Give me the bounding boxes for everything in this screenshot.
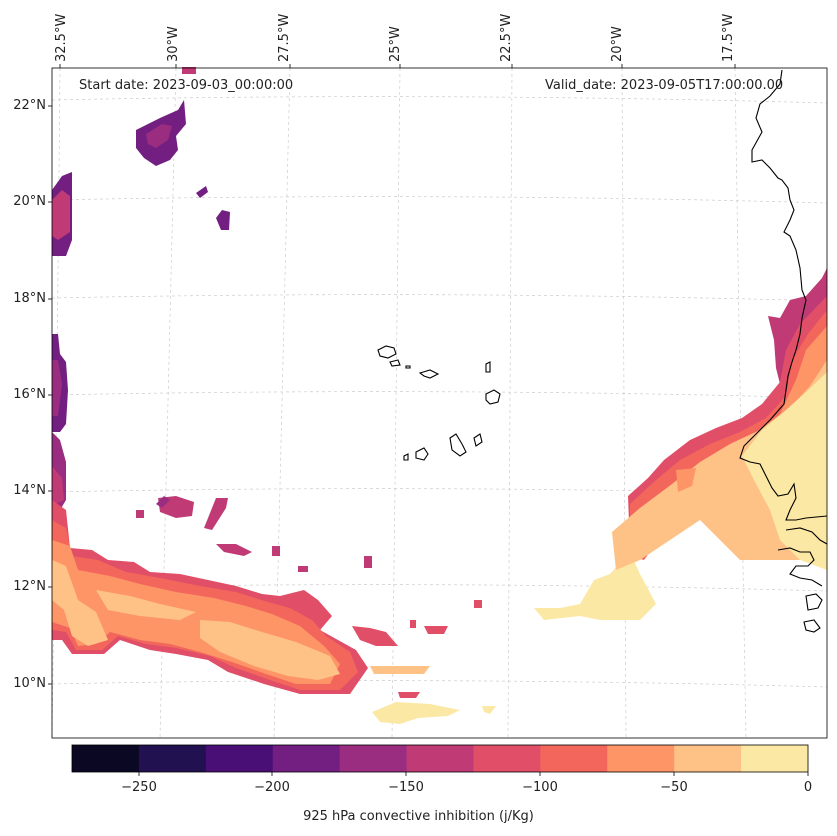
cin-contours [52,67,827,724]
island-boa-vista [485,389,501,405]
valid-date-label: Valid_date: 2023-09-05T17:00:00.00 [545,78,784,93]
lon-label-22-5w: 22.5°W [499,13,514,62]
island-fogo [415,447,429,461]
colorbar-segment [205,745,274,772]
contour-patch [216,544,252,556]
lat-label-18n: 18°N [13,291,46,306]
contour-patch [52,190,70,240]
contour-patch [272,546,280,556]
lon-label-27-5w: 27.5°W [277,13,292,62]
island-sao-nicolau [418,369,440,379]
lon-label-25w: 25°W [388,26,403,62]
colorbar-ticks [138,772,809,776]
lat-label-16n: 16°N [13,387,46,402]
island-maio [473,433,483,447]
contour-patch [52,360,62,416]
colorbar-tick-label: −200 [254,780,290,795]
african-coast-south [777,527,828,633]
colorbar-segment [72,745,140,772]
lon-label-17-5w: 17.5°W [721,13,736,62]
contour-patch [136,510,144,518]
lon-label-32-5w: 32.5°W [54,13,69,62]
lat-label-12n: 12°N [13,579,46,594]
african-coast [739,69,828,521]
contour-patch [398,692,420,698]
colorbar [72,745,809,772]
island-santo-antao [377,345,397,359]
contour-patch [742,372,827,570]
contour-patch [52,560,108,646]
coastlines [377,69,828,633]
colorbar-segment [272,745,341,772]
contour-patch [52,466,64,506]
map-frame [51,67,828,739]
colorbar-label: 925 hPa convective inhibition (j/Kg) [303,809,534,824]
contour-patch [370,666,430,674]
island-santa-luzia [405,365,411,369]
contour-patch [364,556,372,568]
colorbar-segment [406,745,474,772]
lat-label-22n: 22°N [13,98,46,113]
contour-patch [200,620,340,680]
lon-label-20w: 20°W [610,26,625,62]
colorbar-frame [71,744,809,773]
lat-label-10n: 10°N [13,676,46,691]
contour-patch [352,626,398,646]
lat-ticks [48,105,52,685]
island-sal [485,361,491,373]
colorbar-segment [607,745,675,772]
colorbar-segment [741,745,809,772]
contour-patch [410,620,416,628]
colorbar-segment [339,745,408,772]
contour-patch [298,566,308,572]
start-date-label: Start date: 2023-09-03_00:00:00 [79,78,294,93]
island-sao-vicente [389,359,401,367]
colorbar-tick-label: 0 [803,780,813,795]
contour-patch [676,468,696,492]
island-brava [403,453,409,461]
contour-patch [424,626,448,634]
colorbar-segment [473,745,541,772]
lon-ticks [59,64,736,68]
colorbar-segment [674,745,742,772]
contour-patch [96,590,196,620]
island-santiago [449,433,467,457]
contour-patch [474,600,482,608]
colorbar-segment [540,745,608,772]
contour-patch [146,124,172,148]
lat-label-14n: 14°N [13,483,46,498]
colorbar-tick-label: −100 [522,780,558,795]
contour-patch [216,210,230,230]
contour-patch [534,552,656,620]
colorbar-tick-label: −250 [121,780,157,795]
contour-patch [156,496,170,508]
lon-label-30w: 30°W [166,26,181,62]
contour-patch [372,702,460,724]
colorbar-tick-label: −150 [388,780,424,795]
lat-label-20n: 20°N [13,194,46,209]
contour-patch [482,706,496,714]
colorbar-segment [138,745,207,772]
colorbar-tick-label: −50 [660,780,688,795]
contour-patch [182,67,196,74]
contour-patch [196,186,208,198]
contour-patch [204,498,228,530]
